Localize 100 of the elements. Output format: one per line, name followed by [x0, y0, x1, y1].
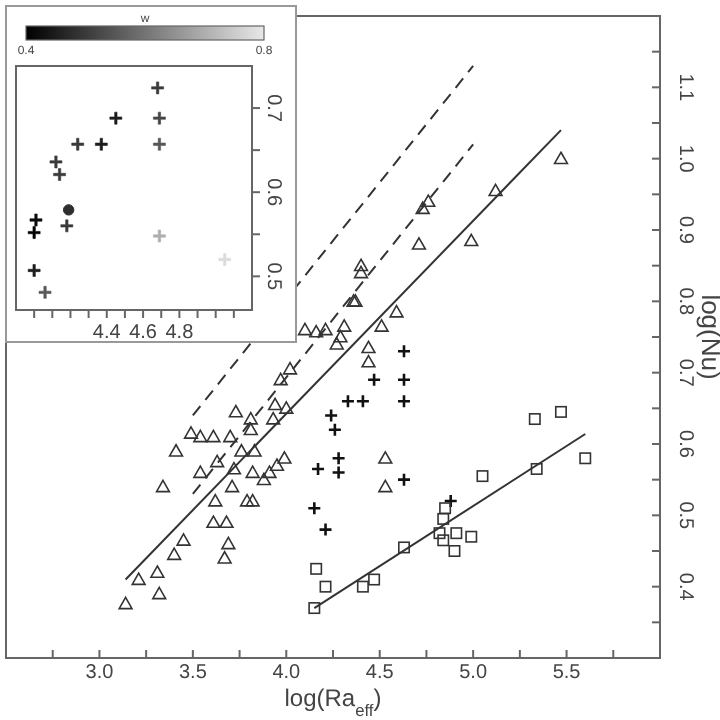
- point: [488, 183, 503, 197]
- point: [245, 493, 260, 507]
- y-tick-label: 1.1: [674, 73, 696, 103]
- point: [247, 443, 262, 457]
- point: [437, 534, 450, 547]
- point: [27, 226, 41, 239]
- point: [366, 372, 382, 388]
- x-tick-label: 4.0: [272, 662, 302, 685]
- point: [245, 465, 260, 479]
- point: [152, 586, 167, 600]
- point: [437, 512, 450, 525]
- point: [224, 479, 240, 493]
- point: [266, 411, 281, 425]
- point: [353, 265, 369, 279]
- point: [262, 465, 277, 479]
- point: [378, 451, 393, 464]
- point: [38, 286, 52, 299]
- point: [228, 404, 244, 418]
- point: [155, 479, 171, 493]
- point: [340, 393, 356, 409]
- point: [415, 201, 430, 215]
- point: [62, 204, 75, 216]
- point: [554, 405, 567, 418]
- point: [118, 596, 133, 610]
- point: [29, 213, 43, 227]
- point: [218, 253, 232, 266]
- point: [153, 137, 166, 151]
- point: [318, 522, 333, 537]
- point: [579, 452, 592, 465]
- point: [411, 237, 427, 250]
- point: [337, 319, 352, 332]
- point: [219, 515, 234, 529]
- point: [166, 547, 182, 561]
- y-tick-label: 0.6: [262, 178, 284, 207]
- point: [131, 572, 146, 586]
- point: [448, 545, 461, 557]
- point: [361, 354, 376, 368]
- point: [450, 527, 463, 540]
- point: [109, 111, 123, 125]
- point: [273, 372, 288, 386]
- point: [374, 319, 389, 332]
- y-tick-label: 1.0: [674, 144, 696, 174]
- x-tick-label: 4.6: [129, 322, 158, 345]
- point: [221, 536, 236, 550]
- point: [323, 408, 339, 423]
- point: [439, 502, 452, 515]
- point: [355, 393, 371, 409]
- point: [168, 443, 184, 457]
- point: [327, 422, 343, 438]
- point: [243, 422, 258, 436]
- point: [378, 479, 393, 493]
- x-tick-label: 4.4: [92, 322, 122, 345]
- point: [308, 602, 321, 615]
- point: [361, 340, 376, 354]
- point: [443, 493, 459, 509]
- point: [239, 493, 255, 507]
- point: [530, 462, 543, 475]
- point: [421, 194, 436, 208]
- point: [331, 450, 346, 466]
- x-tick-label: 3.5: [178, 662, 208, 685]
- point: [256, 472, 272, 486]
- point: [528, 413, 541, 426]
- point: [226, 461, 242, 475]
- point: [353, 258, 369, 272]
- point: [389, 304, 404, 318]
- y-tick-label: 0.5: [262, 262, 284, 292]
- point: [356, 580, 369, 593]
- y-tick-label: 0.9: [674, 216, 696, 245]
- point: [465, 530, 478, 543]
- y-tick-label: 0.5: [674, 501, 696, 531]
- point: [368, 573, 381, 586]
- point: [153, 111, 166, 125]
- point: [243, 411, 258, 425]
- point: [71, 137, 85, 151]
- point: [464, 233, 479, 247]
- x-tick-label: 4.8: [165, 322, 195, 345]
- x-tick-label: 5.5: [552, 662, 582, 685]
- point: [206, 429, 221, 443]
- point: [318, 322, 333, 336]
- y-tick-label: 0.7: [674, 358, 696, 388]
- x-tick-label: 3.0: [85, 662, 115, 685]
- point: [49, 155, 63, 169]
- y-tick-label: 0.7: [262, 94, 284, 123]
- point: [396, 372, 412, 388]
- point: [319, 580, 332, 593]
- point: [150, 565, 165, 578]
- point: [329, 336, 344, 350]
- point: [267, 397, 283, 411]
- point: [223, 429, 238, 443]
- point: [553, 151, 569, 165]
- y-tick-label: 0.8: [674, 287, 696, 317]
- point: [308, 324, 324, 338]
- point: [476, 470, 489, 483]
- point: [53, 168, 66, 181]
- point: [310, 562, 323, 575]
- y-tick-label: 0.6: [674, 430, 696, 459]
- point: [307, 500, 322, 516]
- point: [279, 401, 294, 414]
- point: [151, 81, 164, 95]
- point: [277, 451, 292, 464]
